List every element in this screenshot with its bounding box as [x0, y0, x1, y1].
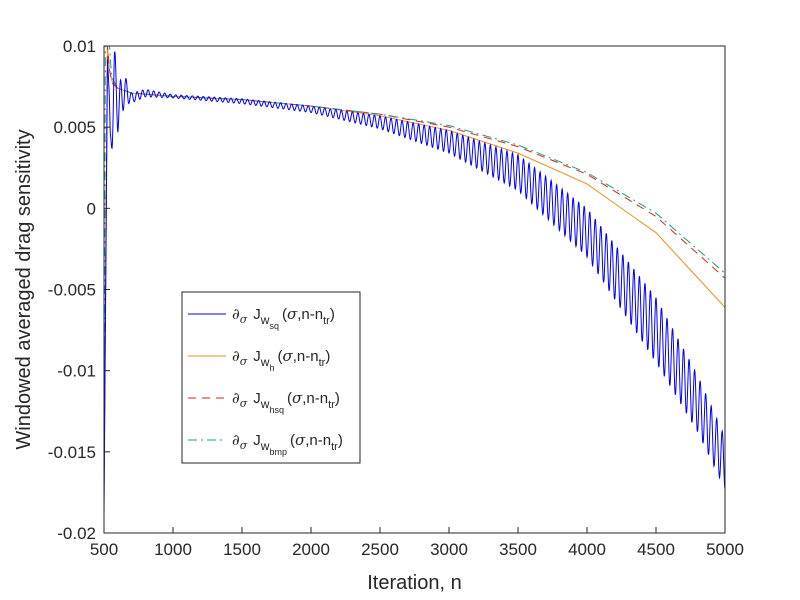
x-tick-label: 500 — [90, 540, 118, 559]
x-tick-label: 2000 — [292, 540, 330, 559]
series-layer — [104, 45, 725, 517]
x-tick-label: 4000 — [568, 540, 606, 559]
legend-entry-bmp: ∂σ Jwbmp(σ,n-ntr) — [188, 431, 343, 457]
x-tick-label: 2500 — [361, 540, 399, 559]
x-axis-label: Iteration, n — [367, 572, 462, 594]
y-tick-label: 0.01 — [63, 37, 96, 56]
y-axis-label: Windowed averaged drag sensitivity — [13, 129, 35, 449]
legend-entry-sq: ∂σ Jwsq(σ,n-ntr) — [188, 305, 335, 331]
y-tick-label: 0.005 — [53, 118, 96, 137]
legend-label: ∂σ Jwh(σ,n-ntr) — [232, 347, 330, 373]
x-tick-label: 5000 — [706, 540, 744, 559]
series-line-bmp — [104, 45, 725, 485]
legend-box — [181, 291, 361, 464]
x-tick-label: 4500 — [637, 540, 675, 559]
tick-label-layer: 500 1000 1500 2000 2500 3000 3500 4000 4500 5000 -… — [48, 37, 744, 559]
y-tick-label: -0.02 — [57, 524, 96, 543]
y-tick-label: -0.01 — [57, 362, 96, 381]
legend-entry-hsq: ∂σ Jwhsq(σ,n-ntr) — [188, 389, 340, 415]
legend-label: ∂σ Jwhsq(σ,n-ntr) — [232, 389, 340, 415]
x-tick-label: 3500 — [499, 540, 537, 559]
y-tick-label: 0 — [87, 199, 96, 218]
legend-label: ∂σ Jwsq(σ,n-ntr) — [232, 305, 335, 331]
y-tick-label: -0.015 — [48, 443, 96, 462]
legend: ∂σ Jwsq(σ,n-ntr) ∂σ Jwh(σ,n-ntr) ∂σ Jwhsq(σ,n… — [181, 291, 361, 464]
legend-label: ∂σ Jwbmp(σ,n-ntr) — [232, 431, 343, 457]
x-tick-label: 3000 — [430, 540, 468, 559]
x-tick-label: 1500 — [223, 540, 261, 559]
axes-layer — [103, 45, 726, 534]
y-tick-label: -0.005 — [48, 281, 96, 300]
x-tick-label: 1000 — [154, 540, 192, 559]
series-line-sq — [104, 51, 725, 517]
legend-entry-h: ∂σ Jwh(σ,n-ntr) — [188, 347, 330, 373]
